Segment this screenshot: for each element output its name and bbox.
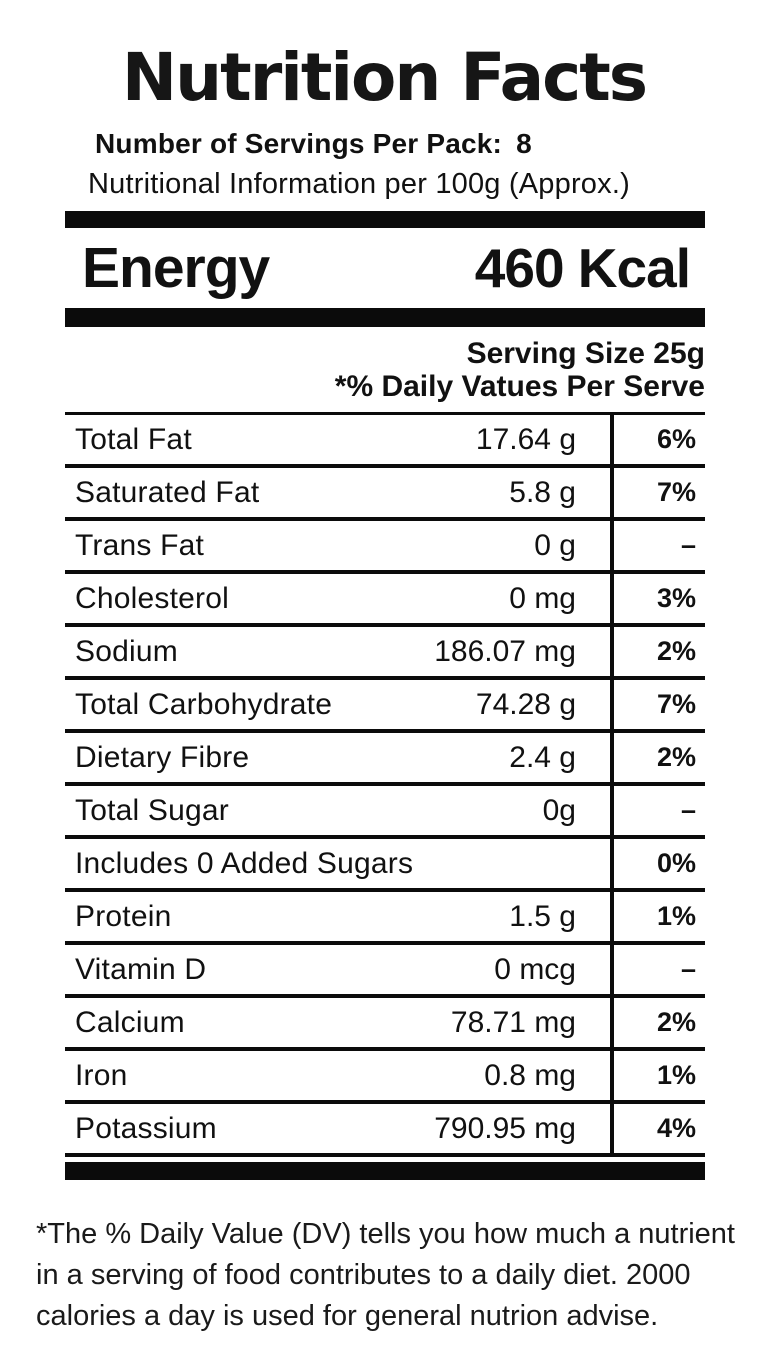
nutrient-amount: 0g (542, 793, 576, 827)
nutrient-amount: 0 mcg (494, 952, 576, 986)
table-row: Trans Fat 0 g – (65, 521, 705, 574)
table-row: Dietary Fibre 2.4 g 2% (65, 733, 705, 786)
nutrient-percent: 0% (656, 848, 696, 878)
table-row: Calcium 78.71 mg 2% (65, 998, 705, 1051)
table-row: Cholesterol 0 mg 3% (65, 574, 705, 627)
table-row: Total Fat 17.64 g 6% (65, 415, 705, 468)
nutrient-label: Saturated Fat (75, 475, 260, 509)
nutrient-percent: 7% (656, 689, 696, 719)
nutrient-amount: 2.4 g (509, 740, 576, 774)
nutrient-amount: 790.95 mg (434, 1111, 576, 1145)
footnote: *The % Daily Value (DV) tells you how mu… (36, 1214, 748, 1337)
nutrient-percent: 2% (656, 1007, 696, 1037)
table-row: Potassium 790.95 mg 4% (65, 1104, 705, 1157)
bottom-divider-bar (65, 1162, 705, 1180)
mid-divider-bar (65, 308, 705, 327)
nutrient-label: Iron (75, 1058, 128, 1092)
nutrient-percent: 1% (656, 901, 696, 931)
table-row: Saturated Fat 5.8 g 7% (65, 468, 705, 521)
table-row: Total Carbohydrate 74.28 g 7% (65, 680, 705, 733)
table-row: Vitamin D 0 mcg – (65, 945, 705, 998)
nutrient-label: Total Fat (75, 422, 192, 456)
serving-info: Serving Size 25g *% Daily Vatues Per Ser… (65, 337, 705, 403)
nutrient-amount: 78.71 mg (450, 1005, 576, 1039)
nutrient-label: Includes 0 Added Sugars (75, 846, 414, 880)
nutrient-percent: 6% (656, 424, 696, 454)
nutrient-label: Dietary Fibre (75, 740, 250, 774)
nutrient-percent: 3% (656, 583, 696, 613)
footnote-line: calories a day is used for general nutri… (36, 1300, 659, 1332)
nutrient-amount: 5.8 g (509, 475, 576, 509)
nutrient-percent: – (680, 954, 696, 984)
footnote-line: in a serving of food contributes to a da… (36, 1259, 691, 1291)
nutrient-percent: – (680, 530, 696, 560)
table-row: Sodium 186.07 mg 2% (65, 627, 705, 680)
energy-label: Energy (82, 236, 270, 300)
page-title: Nutrition Facts (121, 39, 648, 116)
servings-line: Number of Servings Per Pack: 8 (95, 128, 532, 160)
nutrient-percent: 2% (656, 742, 696, 772)
nutrient-amount: 17.64 g (475, 422, 576, 456)
nutrient-label: Total Sugar (75, 793, 229, 827)
table-row: Protein 1.5 g 1% (65, 892, 705, 945)
nutrient-percent: 2% (656, 636, 696, 666)
nutrient-amount: 0 g (534, 528, 576, 562)
servings-count: 8 (516, 128, 532, 159)
servings-label: Number of Servings Per Pack: (95, 128, 503, 159)
serving-size-line: Serving Size 25g (466, 337, 705, 370)
footnote-line: *The % Daily Value (DV) tells you how mu… (36, 1218, 735, 1250)
nutrient-label: Protein (75, 899, 172, 933)
top-divider-bar (65, 211, 705, 228)
nutrient-label: Total Carbohydrate (75, 687, 333, 721)
energy-value: 460 Kcal (474, 237, 691, 299)
table-row: Total Sugar 0g – (65, 786, 705, 839)
nutrient-percent: 1% (656, 1060, 696, 1090)
nutrient-label: Sodium (75, 634, 178, 668)
nutrient-label: Trans Fat (75, 528, 205, 562)
table-row: Iron 0.8 mg 1% (65, 1051, 705, 1104)
nutrient-amount: 74.28 g (475, 687, 576, 721)
nutrients-table: Total Fat 17.64 g 6% Saturated Fat 5.8 g 7… (65, 412, 705, 1157)
nutrient-percent: – (680, 795, 696, 825)
nutrient-amount: 1.5 g (509, 899, 576, 933)
table-row: Includes 0 Added Sugars 0% (65, 839, 705, 892)
nutrient-amount: 0 mg (509, 581, 576, 615)
nutrient-label: Cholesterol (75, 581, 229, 615)
daily-value-note: *% Daily Vatues Per Serve (334, 370, 705, 403)
energy-row: Energy 460 Kcal (65, 228, 705, 308)
nutrient-label: Potassium (75, 1111, 217, 1145)
nutrient-label: Calcium (75, 1005, 185, 1039)
nutrient-amount: 186.07 mg (434, 634, 576, 668)
per-quantity-line: Nutritional Information per 100g (Approx… (88, 168, 630, 200)
nutrient-amount: 0.8 mg (484, 1058, 576, 1092)
nutrient-percent: 7% (656, 477, 696, 507)
nutrient-percent: 4% (656, 1113, 696, 1143)
nutrient-label: Vitamin D (75, 952, 207, 986)
